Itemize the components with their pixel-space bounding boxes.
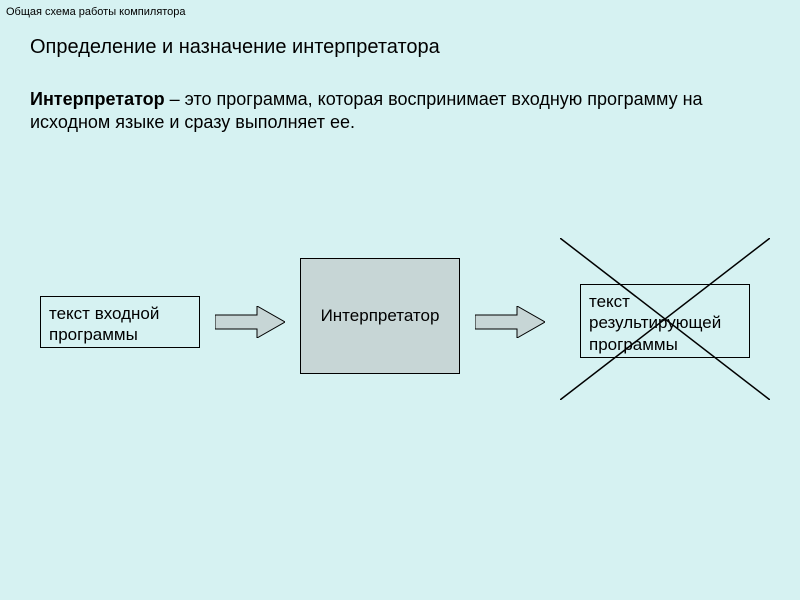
- top-caption-text: Общая схема работы компилятора: [6, 6, 186, 18]
- box-input-program: текст входной программы: [40, 296, 200, 348]
- box-interpreter: Интерпретатор: [300, 258, 460, 374]
- heading-text: Определение и назначение интерпретатора: [30, 36, 440, 58]
- definition-paragraph: Интерпретатор – это программа, которая в…: [30, 88, 770, 135]
- heading: Определение и назначение интерпретатора: [30, 36, 440, 59]
- box-input-text: текст входной программы: [49, 303, 159, 346]
- box-input-line1: текст входной: [49, 304, 159, 323]
- arrow-input-to-interpreter: [215, 306, 285, 338]
- cross-out-icon: [560, 238, 770, 400]
- box-input-line2: программы: [49, 325, 138, 344]
- arrow-interpreter-to-output: [475, 306, 545, 338]
- top-caption: Общая схема работы компилятора: [6, 6, 186, 18]
- box-interpreter-text: Интерпретатор: [321, 305, 440, 326]
- definition-bold: Интерпретатор: [30, 89, 165, 109]
- slide-canvas: Общая схема работы компилятора Определен…: [0, 0, 800, 600]
